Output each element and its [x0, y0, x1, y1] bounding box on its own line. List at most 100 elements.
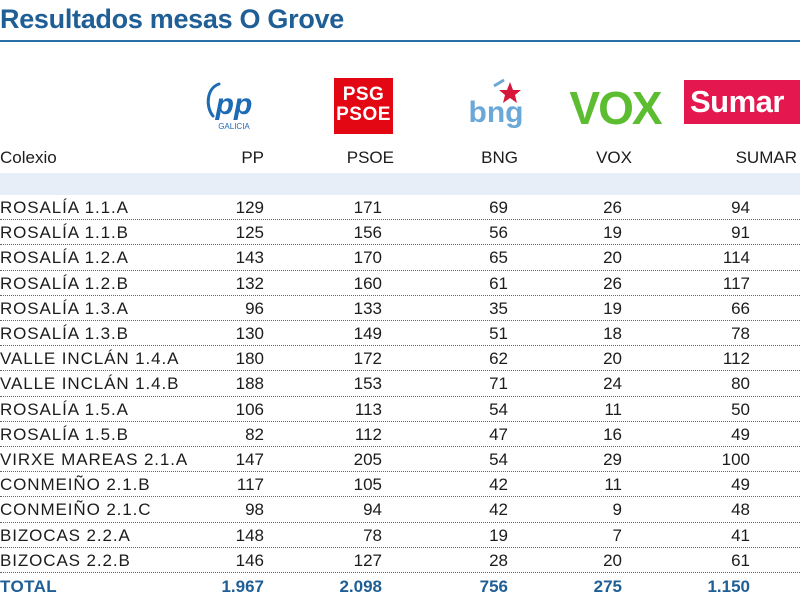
cell-sumar: 80 [731, 374, 750, 394]
cell-psoe: 170 [353, 248, 382, 268]
cell-colexio: CONMEIÑO 2.1.B [0, 475, 151, 495]
sumar-logo: Sumar [684, 80, 800, 124]
cell-sumar: 114 [722, 248, 750, 268]
psoe-logo-line2: PSOE [336, 104, 391, 125]
cell-pp: 82 [245, 424, 264, 444]
table-row: VIRXE MAREAS 2.1.A 147 205 54 29 100 [0, 448, 800, 473]
cell-pp: 180 [235, 349, 264, 369]
cell-pp: 132 [235, 273, 264, 293]
cell-psoe: 105 [353, 475, 382, 495]
table-row: ROSALÍA 1.1.A 129 171 69 26 94 [0, 196, 800, 221]
cell-sumar: 61 [731, 550, 750, 570]
cell-bng: 56 [489, 223, 508, 243]
cell-pp: 146 [235, 550, 264, 570]
cell-bng: 28 [489, 550, 508, 570]
table-row: ROSALÍA 1.5.A 106 113 54 11 50 [0, 398, 800, 422]
cell-sumar: 112 [722, 349, 750, 369]
cell-vox: 11 [604, 399, 622, 419]
cell-pp: 96 [245, 298, 264, 318]
cell-colexio: ROSALÍA 1.5.B [0, 424, 129, 444]
cell-psoe: 149 [353, 324, 382, 343]
cell-sumar: 50 [731, 399, 750, 419]
table-row: BIZOCAS 2.2.A 148 78 19 7 41 [0, 524, 800, 548]
cell-bng: 69 [489, 198, 508, 217]
cell-colexio: VIRXE MAREAS 2.1.A [0, 450, 189, 469]
column-header-sumar: SUMAR [735, 148, 797, 167]
cell-psoe: 172 [353, 349, 382, 369]
cell-bng: 61 [489, 273, 508, 293]
table-row: ROSALÍA 1.1.B 125 156 56 19 91 [0, 221, 800, 246]
table-row: ROSALÍA 1.2.B 132 160 61 26 117 [0, 272, 800, 296]
bng-star-icon [499, 82, 521, 103]
cell-pp: 188 [235, 374, 264, 394]
cell-vox: 24 [603, 374, 622, 394]
cell-vox: 16 [603, 424, 622, 444]
cell-sumar: 100 [721, 450, 750, 469]
cell-colexio: ROSALÍA 1.3.A [0, 298, 129, 318]
vox-logo: VOX [562, 82, 668, 134]
cell-pp: 130 [235, 324, 264, 343]
cell-colexio: ROSALÍA 1.3.B [0, 324, 129, 343]
cell-vox: 26 [603, 198, 622, 217]
cell-pp: 98 [245, 500, 264, 520]
column-header-pp: PP [241, 148, 264, 167]
cell-sumar: 49 [731, 424, 750, 444]
psoe-logo-line1: PSG [342, 84, 385, 105]
cell-bng: 47 [489, 424, 508, 444]
cell-psoe: 156 [353, 223, 382, 243]
pp-logo-text: pp [215, 88, 253, 121]
table-row: ROSALÍA 1.2.A 143 170 65 20 114 [0, 246, 800, 271]
cell-vox: 26 [603, 273, 622, 293]
column-header-vox: VOX [596, 148, 632, 167]
cell-pp: 129 [235, 198, 264, 217]
cell-bng: 42 [489, 500, 508, 520]
cell-psoe: 153 [353, 374, 382, 394]
column-header-colexio: Colexio [0, 148, 57, 167]
column-header-psoe: PSOE [346, 148, 394, 167]
cell-colexio: ROSALÍA 1.5.A [0, 399, 129, 419]
total-row: TOTAL 1.967 2.098 756 275 1.150 [0, 575, 800, 599]
cell-psoe: 94 [363, 500, 382, 520]
cell-colexio: ROSALÍA 1.2.B [0, 273, 129, 293]
cell-pp: 148 [235, 525, 264, 545]
total-psoe: 2.098 [339, 577, 382, 596]
cell-psoe: 160 [353, 273, 382, 293]
cell-pp: 125 [235, 223, 264, 243]
cell-psoe: 171 [353, 198, 382, 217]
total-vox: 275 [593, 577, 622, 596]
cell-vox: 19 [603, 298, 622, 318]
cell-bng: 62 [489, 349, 508, 369]
psoe-logo: PSG PSOE [334, 78, 393, 134]
table-row: VALLE INCLÁN 1.4.A 180 172 62 20 112 [0, 347, 800, 372]
cell-pp: 143 [235, 248, 264, 268]
cell-bng: 54 [489, 450, 508, 469]
total-pp: 1.967 [221, 577, 264, 596]
cell-psoe: 112 [354, 424, 382, 444]
cell-colexio: ROSALÍA 1.1.A [0, 198, 129, 217]
cell-vox: 20 [603, 550, 622, 570]
cell-colexio: VALLE INCLÁN 1.4.B [0, 374, 180, 394]
cell-vox: 7 [612, 525, 622, 545]
cell-colexio: BIZOCAS 2.2.B [0, 550, 131, 570]
table-row: CONMEIÑO 2.1.B 117 105 42 11 49 [0, 473, 800, 498]
cell-bng: 42 [489, 475, 508, 495]
cell-bng: 65 [489, 248, 508, 268]
bng-logo-text: bng [469, 96, 524, 129]
cell-sumar: 66 [731, 298, 750, 318]
cell-vox: 19 [603, 223, 622, 243]
header-band [0, 173, 800, 195]
cell-psoe: 127 [353, 550, 382, 570]
cell-vox: 9 [612, 500, 622, 520]
cell-pp: 106 [235, 399, 264, 419]
cell-vox: 11 [604, 475, 622, 495]
cell-bng: 71 [489, 374, 508, 394]
cell-sumar: 117 [722, 273, 750, 293]
pp-logo-sub: GALICIA [218, 122, 250, 131]
cell-bng: 51 [489, 324, 508, 343]
cell-sumar: 48 [731, 500, 750, 520]
cell-psoe: 205 [353, 450, 382, 469]
pp-logo: pp GALICIA [203, 78, 265, 134]
vox-logo-text: VOX [569, 82, 662, 130]
cell-colexio: VALLE INCLÁN 1.4.A [0, 349, 180, 369]
column-header-bng: BNG [481, 148, 518, 167]
